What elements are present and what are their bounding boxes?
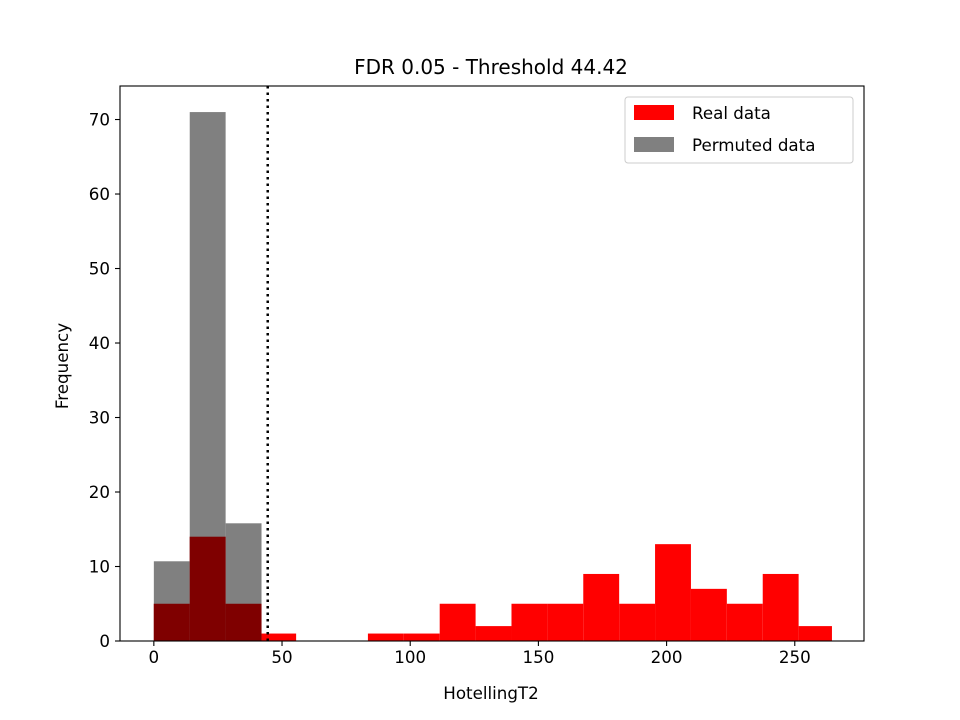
legend-box	[624, 96, 854, 164]
plot-area-frame	[119, 85, 865, 642]
real-data-bar	[547, 603, 584, 641]
overlap-bar	[189, 536, 226, 641]
legend-swatch-real	[634, 105, 674, 120]
y-tick-label: 0	[99, 631, 110, 651]
x-axis-ticks: 0 50 100 150 200 250	[149, 641, 811, 667]
y-tick-label: 40	[89, 333, 110, 353]
legend-swatch-permuted	[634, 137, 674, 152]
real-data-bar	[655, 544, 691, 641]
x-axis-label: HotellingT2	[443, 683, 538, 703]
real-data-bar	[475, 626, 512, 641]
x-tick-label: 150	[522, 647, 554, 667]
overlap-bar	[225, 603, 262, 641]
x-tick-label: 50	[271, 647, 292, 667]
real-data-bar	[798, 626, 832, 641]
real-data-bar	[511, 603, 548, 641]
y-tick-label: 50	[89, 259, 110, 279]
real-data-bar	[261, 633, 297, 641]
real-data-bar	[439, 603, 476, 641]
y-tick-label: 10	[89, 557, 110, 577]
legend-label-permuted: Permuted data	[692, 135, 815, 155]
y-axis-ticks: 0 10 20 30 40 50 60 70	[89, 110, 120, 651]
legend: Real data Permuted data	[624, 96, 854, 164]
x-tick-label: 250	[779, 647, 811, 667]
overlap-bars	[153, 536, 262, 641]
real-data-bar	[762, 573, 799, 641]
y-tick-label: 70	[89, 110, 110, 130]
y-tick-label: 30	[89, 408, 110, 428]
real-data-bar	[583, 573, 620, 641]
real-data-bar	[690, 588, 727, 641]
overlap-bar	[153, 603, 190, 641]
x-tick-label: 200	[651, 647, 683, 667]
real-data-bar	[619, 603, 656, 641]
real-data-bar	[726, 603, 763, 641]
y-tick-label: 20	[89, 482, 110, 502]
y-axis-label: Frequency	[52, 323, 72, 409]
x-tick-label: 100	[394, 647, 426, 667]
real-data-bar	[367, 633, 404, 641]
x-tick-label: 0	[149, 647, 160, 667]
chart-title: FDR 0.05 - Threshold 44.42	[354, 55, 628, 79]
legend-label-real: Real data	[692, 103, 771, 123]
real-data-bar	[403, 633, 440, 641]
y-tick-label: 60	[89, 184, 110, 204]
